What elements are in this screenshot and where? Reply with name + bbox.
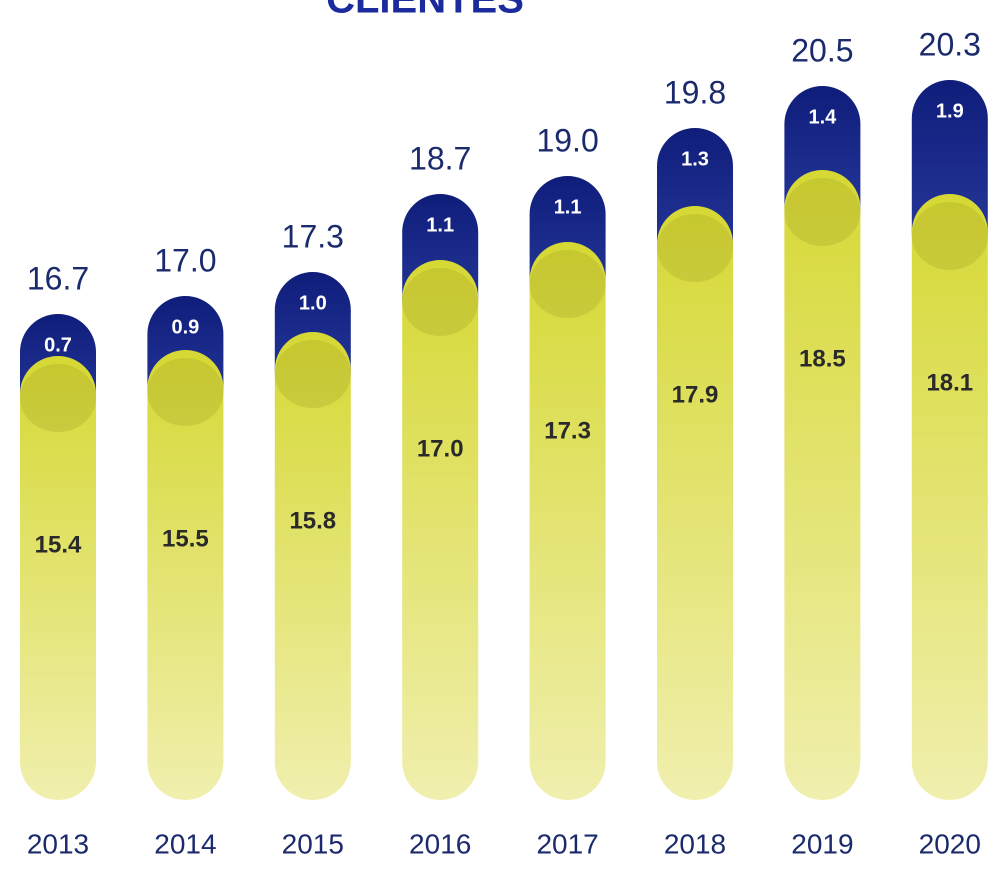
chart-title: CLIENTES: [326, 0, 524, 22]
value-label: 17.9: [672, 381, 719, 408]
bar-segment: [911, 194, 988, 800]
x-tick-label: 2013: [27, 828, 89, 859]
bar-shade: [402, 268, 479, 336]
bar-segment: [20, 356, 96, 800]
value-label: 15.4: [35, 531, 82, 558]
bar-shade: [657, 214, 733, 282]
value-label: 1.9: [936, 100, 964, 122]
bar-segment: [274, 332, 351, 800]
bar-segment: [147, 350, 224, 800]
bar-shade: [784, 178, 861, 246]
value-label: 0.9: [171, 316, 199, 338]
bar-segment: [657, 206, 733, 800]
x-tick-label: 2014: [154, 828, 216, 859]
x-tick-label: 2016: [409, 828, 471, 859]
bar-segment: [402, 260, 479, 800]
x-tick-label: 2017: [536, 828, 598, 859]
value-label: 15.5: [162, 525, 209, 552]
value-label: 18.1: [926, 369, 973, 396]
total-label: 19.0: [536, 122, 598, 158]
bar-shade: [20, 364, 96, 432]
total-label: 17.0: [154, 242, 216, 278]
value-label: 18.5: [799, 345, 846, 372]
total-label: 16.7: [27, 260, 89, 296]
value-label: 1.0: [299, 292, 327, 314]
x-tick-label: 2020: [919, 828, 981, 859]
x-tick-label: 2018: [664, 828, 726, 859]
value-label: 15.8: [289, 507, 336, 534]
total-label: 20.5: [791, 32, 853, 68]
value-label: 1.3: [681, 148, 709, 170]
bar-segment: [529, 242, 606, 800]
value-label: 0.7: [44, 334, 72, 356]
total-label: 20.3: [919, 26, 981, 62]
total-label: 18.7: [409, 140, 471, 176]
total-label: 19.8: [664, 74, 726, 110]
x-tick-label: 2015: [282, 828, 344, 859]
total-label: 17.3: [282, 218, 344, 254]
bar-shade: [147, 358, 224, 426]
bar-shade: [274, 340, 351, 408]
bar-shade: [911, 202, 988, 270]
value-label: 17.0: [417, 435, 464, 462]
value-label: 1.1: [426, 214, 454, 236]
value-label: 17.3: [544, 417, 591, 444]
value-label: 1.4: [808, 106, 837, 128]
x-tick-label: 2019: [791, 828, 853, 859]
bar-segment: [784, 170, 861, 800]
bar-shade: [529, 250, 606, 318]
value-label: 1.1: [554, 196, 582, 218]
